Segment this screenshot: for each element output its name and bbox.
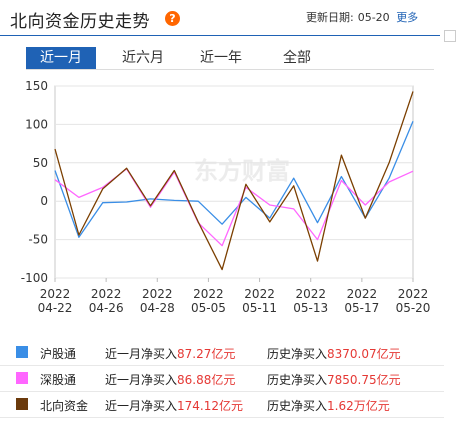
series-line-0: [54, 121, 414, 238]
y-tick-label: 100: [25, 117, 48, 131]
series-line-2: [54, 91, 414, 271]
series-name: 北向资金: [40, 399, 89, 413]
page-title: 北向资金历史走势: [10, 12, 150, 32]
help-icon[interactable]: ?: [165, 11, 180, 26]
legend-row-sh: 沪股通 近一月净买入87.27亿元 历史净买入8370.07亿元: [0, 340, 444, 366]
legend-row-north: 北向资金 近一月净买入174.12亿元 历史净买入1.62万亿元: [0, 392, 444, 418]
tab-1m[interactable]: 近一月: [26, 47, 96, 69]
x-tick-date: 05-20: [396, 301, 431, 315]
tab-all[interactable]: 全部: [283, 50, 311, 66]
right-edge: [444, 0, 456, 422]
month-label: 近一月净买入: [105, 373, 178, 387]
sh-color-swatch: [16, 346, 28, 358]
north-color-swatch: [16, 398, 28, 410]
row-divider: [0, 417, 444, 418]
hist-value: 1.62万亿元: [327, 399, 390, 413]
hist-value: 7850.75亿元: [327, 373, 401, 387]
x-tick-date: 04-22: [38, 301, 73, 315]
y-tick-label: -50: [28, 233, 48, 247]
x-tick-year: 2022: [244, 287, 275, 301]
x-tick-year: 2022: [398, 287, 429, 301]
x-tick-date: 05-17: [344, 301, 379, 315]
tabs-divider: [26, 69, 434, 70]
month-label: 近一月净买入: [105, 347, 178, 361]
hist-label: 历史净买入: [267, 399, 328, 413]
update-label: 更新日期:: [306, 11, 354, 24]
month-value: 87.27亿元: [177, 347, 236, 361]
month-net-buy: 近一月净买入174.12亿元: [105, 397, 243, 414]
sz-color-swatch: [16, 372, 28, 384]
tab-6m[interactable]: 近六月: [122, 50, 164, 66]
y-tick-label: 0: [40, 194, 48, 208]
row-divider: [0, 365, 444, 366]
update-date: 05-20: [357, 11, 390, 24]
x-tick-year: 2022: [193, 287, 224, 301]
x-tick-year: 2022: [295, 287, 326, 301]
series-name: 深股通: [40, 373, 77, 387]
edge-icon: [444, 30, 456, 42]
month-net-buy: 近一月净买入86.88亿元: [105, 371, 235, 388]
legend-row-sz: 深股通 近一月净买入86.88亿元 历史净买入7850.75亿元: [0, 366, 444, 392]
hist-net-buy: 历史净买入1.62万亿元: [267, 397, 390, 414]
tab-1y[interactable]: 近一年: [200, 50, 242, 66]
hist-value: 8370.07亿元: [327, 347, 401, 361]
x-tick-year: 2022: [40, 287, 71, 301]
x-tick-date: 05-05: [191, 301, 226, 315]
header-divider: [0, 35, 440, 36]
y-tick-label: -100: [21, 271, 48, 285]
month-value: 174.12亿元: [177, 399, 244, 413]
more-link[interactable]: 更多: [396, 11, 419, 24]
x-tick-date: 05-13: [293, 301, 328, 315]
x-tick-year: 2022: [91, 287, 122, 301]
northbound-chart: 东方财富150100500-50-100202204-22202204-2620…: [21, 79, 431, 315]
month-net-buy: 近一月净买入87.27亿元: [105, 345, 235, 362]
hist-label: 历史净买入: [267, 347, 328, 361]
x-tick-date: 05-11: [242, 301, 277, 315]
month-label: 近一月净买入: [105, 399, 178, 413]
update-info: 更新日期: 05-20 更多: [306, 9, 418, 25]
x-tick-date: 04-26: [89, 301, 124, 315]
series-name: 沪股通: [40, 347, 77, 361]
hist-net-buy: 历史净买入8370.07亿元: [267, 345, 401, 362]
y-tick-label: 50: [33, 156, 48, 170]
row-divider: [0, 391, 444, 392]
watermark: 东方财富: [194, 157, 290, 185]
x-tick-year: 2022: [347, 287, 378, 301]
x-tick-date: 04-28: [140, 301, 175, 315]
hist-net-buy: 历史净买入7850.75亿元: [267, 371, 401, 388]
month-value: 86.88亿元: [177, 373, 236, 387]
y-tick-label: 150: [25, 79, 48, 93]
x-tick-year: 2022: [142, 287, 173, 301]
hist-label: 历史净买入: [267, 373, 328, 387]
header: 北向资金历史走势 ? 更新日期: 05-20 更多: [0, 0, 456, 36]
